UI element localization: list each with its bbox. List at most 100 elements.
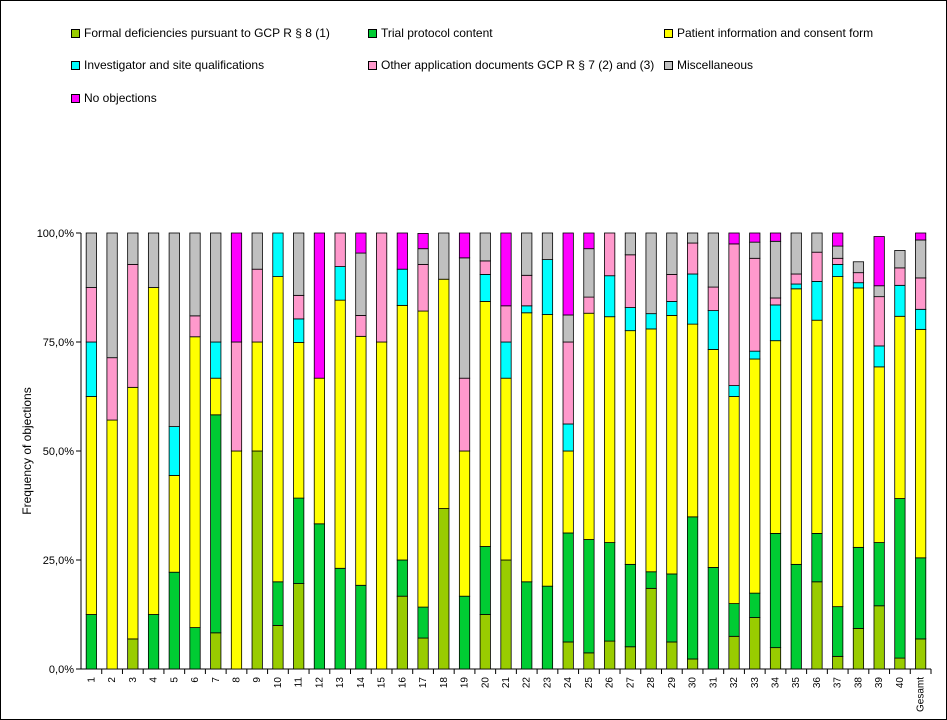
bar-segment (583, 248, 595, 298)
bar-segment (832, 606, 844, 657)
bar-segment (438, 278, 450, 509)
x-tick-label: 9 (252, 677, 263, 683)
bar-segment (189, 315, 201, 338)
legend-label: Formal deficiencies pursuant to GCP R § … (84, 26, 330, 40)
bar-segment (251, 450, 263, 670)
bar-segment (666, 573, 678, 643)
x-tick-label: 15 (377, 677, 388, 689)
bar-segment (811, 232, 823, 253)
x-tick-label: 26 (605, 677, 616, 689)
bar-segment (666, 315, 678, 575)
bar-segment (915, 328, 927, 559)
x-tick-label: 8 (231, 677, 242, 683)
bar-segment (583, 296, 595, 314)
bar-segment (562, 641, 574, 670)
bar-segment (500, 559, 512, 670)
bar-segment (645, 328, 657, 573)
bar-segment (873, 542, 885, 607)
bar-segment (293, 232, 305, 296)
bar-segment (790, 563, 802, 670)
x-tick-label: 4 (149, 677, 160, 683)
bar-segment (189, 627, 201, 670)
bar-segment (852, 287, 865, 548)
bar-segment (832, 245, 844, 259)
bar-segment (479, 232, 491, 262)
bar-segment (313, 232, 325, 379)
bar-segment (168, 426, 180, 476)
bar-segment (749, 358, 761, 594)
bar-segment (85, 614, 97, 670)
legend-item: Patient information and consent form (664, 26, 873, 40)
bar-segment (749, 592, 761, 618)
bar-segment (272, 581, 284, 626)
bar-segment (811, 581, 823, 670)
legend-label: Trial protocol content (381, 26, 493, 40)
bar-segment (852, 272, 865, 284)
legend-swatch (71, 28, 80, 38)
bar-segment (790, 288, 802, 565)
x-tick-label: 25 (584, 677, 595, 689)
bar-segment (749, 617, 761, 670)
legend-label: Investigator and site qualifications (84, 58, 265, 72)
bar-segment (832, 276, 844, 608)
bar-segment (583, 232, 595, 250)
bar-segment (894, 250, 906, 269)
legend-swatch (368, 60, 377, 70)
bar-segment (915, 557, 927, 640)
bar-segment (749, 241, 761, 259)
bar-segment (479, 301, 491, 547)
bar-segment (272, 232, 284, 277)
bar-segment (458, 450, 471, 597)
bar-segment (541, 232, 554, 260)
x-tick-label: 19 (460, 677, 471, 689)
x-tick-label: 14 (356, 677, 367, 689)
bar-segment (210, 341, 222, 379)
bar-segment (396, 595, 408, 670)
bar-segment (749, 350, 761, 360)
bar-segment (106, 419, 118, 670)
x-tick-label: 2 (107, 677, 118, 683)
bar-segment (355, 335, 367, 586)
bar-segment (417, 637, 429, 670)
bar-segment (293, 497, 305, 584)
bar-segment (168, 232, 180, 427)
bar-segment (106, 232, 118, 359)
bar-segment (127, 232, 139, 265)
x-tick-label: 11 (294, 677, 305, 688)
x-tick-label: 30 (688, 677, 699, 689)
bar-segment (852, 546, 865, 629)
bar-segment (873, 285, 885, 298)
bar-segment (438, 508, 450, 670)
bar-segment (894, 315, 906, 499)
bar-segment (604, 232, 616, 277)
legend-swatch (71, 60, 80, 70)
x-tick-label: 21 (501, 677, 512, 689)
bar-segment (417, 248, 429, 265)
bar-segment (666, 301, 678, 316)
bar-segment (604, 640, 616, 670)
bar-segment (458, 232, 471, 259)
bar-segment (769, 240, 782, 299)
bar-segment (769, 304, 782, 342)
bar-segment (355, 232, 367, 254)
bar-segment (728, 396, 740, 605)
x-tick-label: 28 (646, 677, 657, 689)
bar-segment (127, 263, 139, 388)
bar-segment (790, 273, 802, 285)
bar-segment (500, 377, 512, 561)
bar-segment (458, 595, 471, 670)
bar-segment (251, 341, 263, 452)
legend-label: Other application documents GCP R § 7 (2… (381, 58, 655, 72)
bar-segment (127, 638, 139, 670)
bar-segment (168, 571, 180, 670)
bar-segment (106, 357, 118, 421)
x-tick-label: 5 (169, 677, 180, 683)
legend-item: Formal deficiencies pursuant to GCP R § … (71, 26, 330, 40)
bar-segment (811, 319, 823, 534)
labels: 0,0% 25,0% 50,0% 75,0% 100,0% Frequency of ob… (20, 228, 927, 712)
bar-segment (666, 274, 678, 302)
bar-segment (624, 254, 636, 308)
bar-segment (728, 243, 740, 386)
bar-segment (707, 232, 719, 288)
